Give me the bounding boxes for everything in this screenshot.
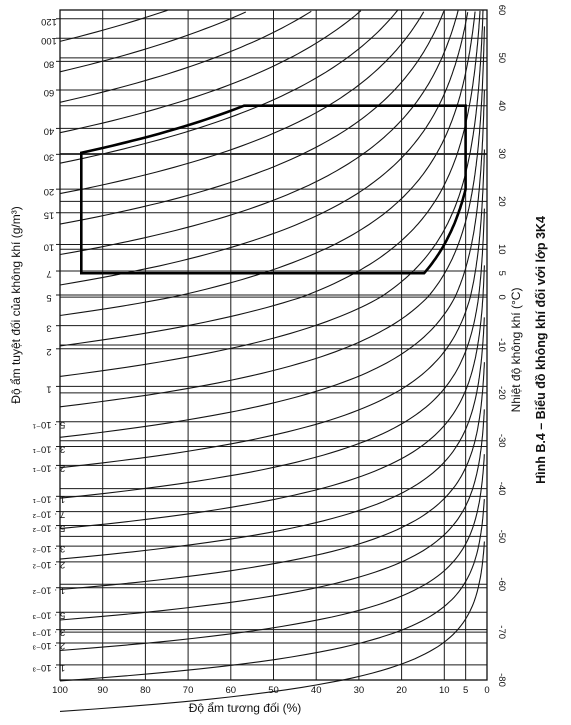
absolute-humidity-curve <box>59 149 485 469</box>
absolute-humidity-curve <box>59 9 399 164</box>
climate-limit-layer <box>80 104 467 275</box>
rh-tick-label: 70 <box>183 685 194 696</box>
absolute-humidity-curve <box>59 10 312 103</box>
absolute-humidity-tick-label: 3 · 10⁻³ <box>33 627 65 638</box>
temperature-tick-label: -80 <box>496 673 507 687</box>
absolute-humidity-tick-label: 7 · 10⁻² <box>33 509 65 520</box>
absolute-humidity-tick-label: 20 <box>44 186 55 197</box>
relative-humidity-curves <box>59 9 485 712</box>
absolute-humidity-curve <box>59 499 485 682</box>
plot-frame <box>59 9 488 681</box>
absolute-humidity-curve <box>59 10 484 377</box>
absolute-humidity-tick-label: 3 <box>46 323 51 334</box>
rh-tick-label: 0 <box>484 685 489 696</box>
temperature-tick-label: -10 <box>496 338 507 352</box>
absolute-humidity-tick-label: 7 <box>46 268 51 279</box>
temperature-tick-label: 40 <box>496 100 507 111</box>
temperature-tick-label: -30 <box>496 434 507 448</box>
temperature-tick-label: 50 <box>496 53 507 64</box>
absolute-humidity-tick-label: 60 <box>44 87 55 98</box>
rh-tick-label: 100 <box>52 685 68 696</box>
temperature-tick-label: -20 <box>496 386 507 400</box>
absolute-humidity-curve <box>59 10 459 256</box>
rh-tick-label: 30 <box>354 685 365 696</box>
absolute-humidity-tick-label: 2 · 10⁻² <box>33 559 65 570</box>
temperature-tick-label: -70 <box>496 625 507 639</box>
absolute-humidity-tick-label: 80 <box>44 58 55 69</box>
chart-title: Hình B.4 – Biểu đồ không khí đối với lớp… <box>534 216 548 484</box>
absolute-humidity-tick-label: 2 <box>46 346 51 357</box>
absolute-humidity-tick-label: 5 · 10⁻³ <box>33 609 65 620</box>
temperature-tick-label: 0 <box>496 294 507 299</box>
x-axis-title: Độ ẩm tương đối (%) <box>189 701 302 715</box>
rh-tick-label: 50 <box>268 685 279 696</box>
rh-tick-label: 90 <box>97 685 108 696</box>
absolute-humidity-tick-label: 30 <box>44 151 55 162</box>
grid-layer <box>56 9 488 681</box>
rh-tick-label: 10 <box>439 685 450 696</box>
temperature-tick-label: 5 <box>496 271 507 276</box>
right-axis-title: Nhiệt độ không khí (°C) <box>509 288 523 413</box>
absolute-humidity-tick-label: 2 · 10⁻¹ <box>33 462 65 473</box>
absolute-humidity-curve <box>59 10 481 347</box>
absolute-humidity-tick-label: 120 <box>41 16 57 27</box>
absolute-humidity-curve <box>59 362 485 591</box>
temperature-tick-label: 10 <box>496 244 507 255</box>
absolute-humidity-curve <box>59 12 469 286</box>
rh-tick-label: 80 <box>140 685 151 696</box>
absolute-humidity-tick-label: 3 · 10⁻¹ <box>33 444 65 455</box>
climate-limit-boundary <box>80 104 467 275</box>
absolute-humidity-tick-label: 10 <box>44 241 55 252</box>
temperature-tick-label: 30 <box>496 148 507 159</box>
temperature-tick-label: 60 <box>496 5 507 16</box>
absolute-humidity-tick-label: 1 · 10⁻¹ <box>33 493 65 504</box>
absolute-humidity-tick-label: 1 · 10⁻² <box>33 585 65 596</box>
absolute-humidity-curve <box>59 26 485 408</box>
absolute-humidity-tick-label: 2 · 10⁻³ <box>33 640 65 651</box>
rh-tick-label: 40 <box>311 685 322 696</box>
temperature-tick-label: -60 <box>496 577 507 591</box>
absolute-humidity-tick-label: 1 · 10⁻³ <box>33 662 65 673</box>
left-axis-title: Độ ẩm tuyệt đối của không khí (g/m³) <box>9 206 23 403</box>
absolute-humidity-tick-label: 40 <box>44 125 55 136</box>
rh-tick-label: 20 <box>396 685 407 696</box>
absolute-humidity-curve <box>59 409 485 621</box>
absolute-humidity-tick-label: 15 <box>44 210 55 221</box>
absolute-humidity-curve <box>59 208 485 499</box>
rh-tick-label: 60 <box>226 685 237 696</box>
absolute-humidity-tick-label: 100 <box>41 35 57 46</box>
temperature-tick-label: -50 <box>496 530 507 544</box>
absolute-humidity-tick-label: 5 · 10⁻¹ <box>33 419 65 430</box>
tick-label-layer: 100 90 80 70 60 50 40 30 20 10 5 06050403020100-10-… <box>33 5 507 696</box>
absolute-humidity-curve <box>59 11 476 317</box>
absolute-humidity-tick-label: 5 · 10⁻² <box>33 523 65 534</box>
temperature-tick-label: -40 <box>496 482 507 496</box>
absolute-humidity-tick-label: 3 · 10⁻² <box>33 543 65 554</box>
absolute-humidity-curve <box>59 11 425 195</box>
absolute-humidity-curve <box>59 90 485 438</box>
absolute-humidity-curve <box>59 265 485 530</box>
absolute-humidity-tick-label: 5 <box>46 292 51 303</box>
absolute-humidity-tick-label: 1 <box>46 383 51 394</box>
absolute-humidity-curve <box>59 541 485 712</box>
absolute-humidity-curve <box>59 9 168 42</box>
rh-tick-label: 5 <box>463 685 468 696</box>
absolute-humidity-curve <box>59 11 247 73</box>
absolute-humidity-curve <box>59 454 485 652</box>
absolute-humidity-curve <box>59 317 485 560</box>
absolute-humidity-curve <box>59 10 362 134</box>
temperature-tick-label: 20 <box>496 196 507 207</box>
absolute-humidity-curve <box>59 10 445 225</box>
